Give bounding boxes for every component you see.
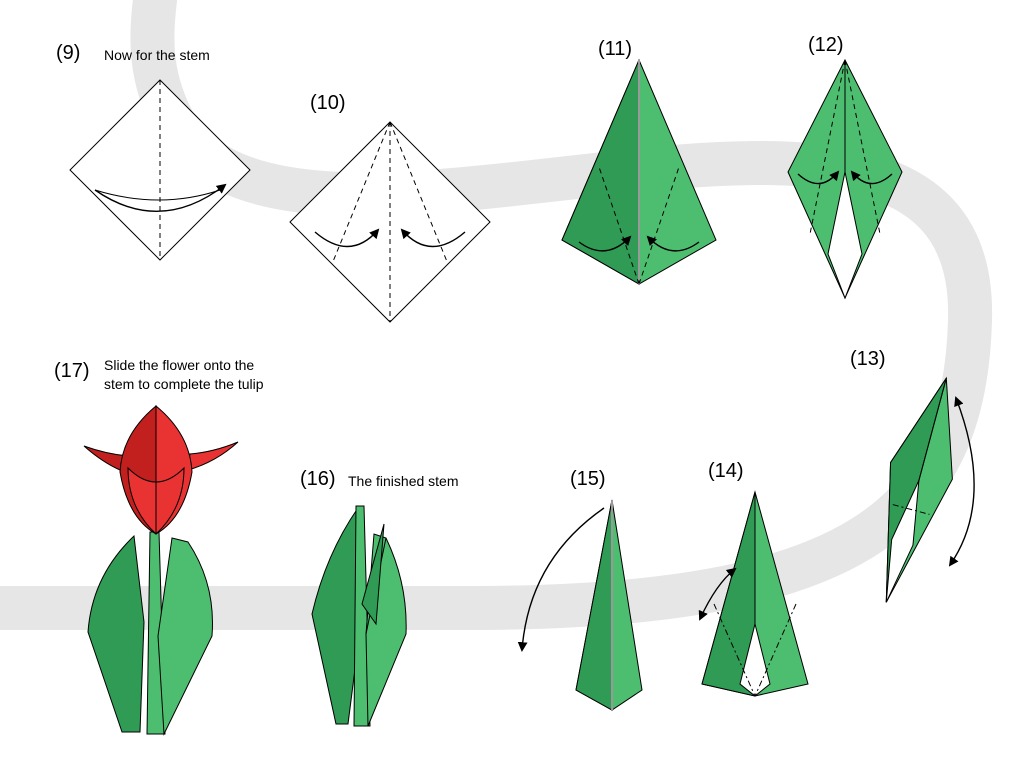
step-15-diagram <box>494 490 674 720</box>
step-caption-16: The finished stem <box>348 472 459 491</box>
step-9-diagram <box>60 70 260 270</box>
step-number-15: (15) <box>570 468 606 491</box>
step-10-diagram <box>280 112 500 332</box>
step-12-diagram <box>770 54 920 304</box>
origami-diagram-canvas: (9) Now for the stem (10) (11) (12) <box>0 0 1024 768</box>
step-11-diagram <box>544 52 734 292</box>
step-number-9: (9) <box>56 42 80 65</box>
step-number-13: (13) <box>850 348 886 371</box>
step-caption-9: Now for the stem <box>104 46 210 65</box>
step-13-diagram <box>830 370 1000 620</box>
step-caption-17: Slide the flower onto the stem to comple… <box>104 356 274 394</box>
step-14-diagram <box>680 484 830 704</box>
step-number-17: (17) <box>54 360 90 383</box>
step-16-diagram <box>266 494 456 734</box>
step-17-diagram <box>48 400 258 740</box>
step-number-16: (16) <box>300 468 336 491</box>
step-number-14: (14) <box>708 460 744 483</box>
